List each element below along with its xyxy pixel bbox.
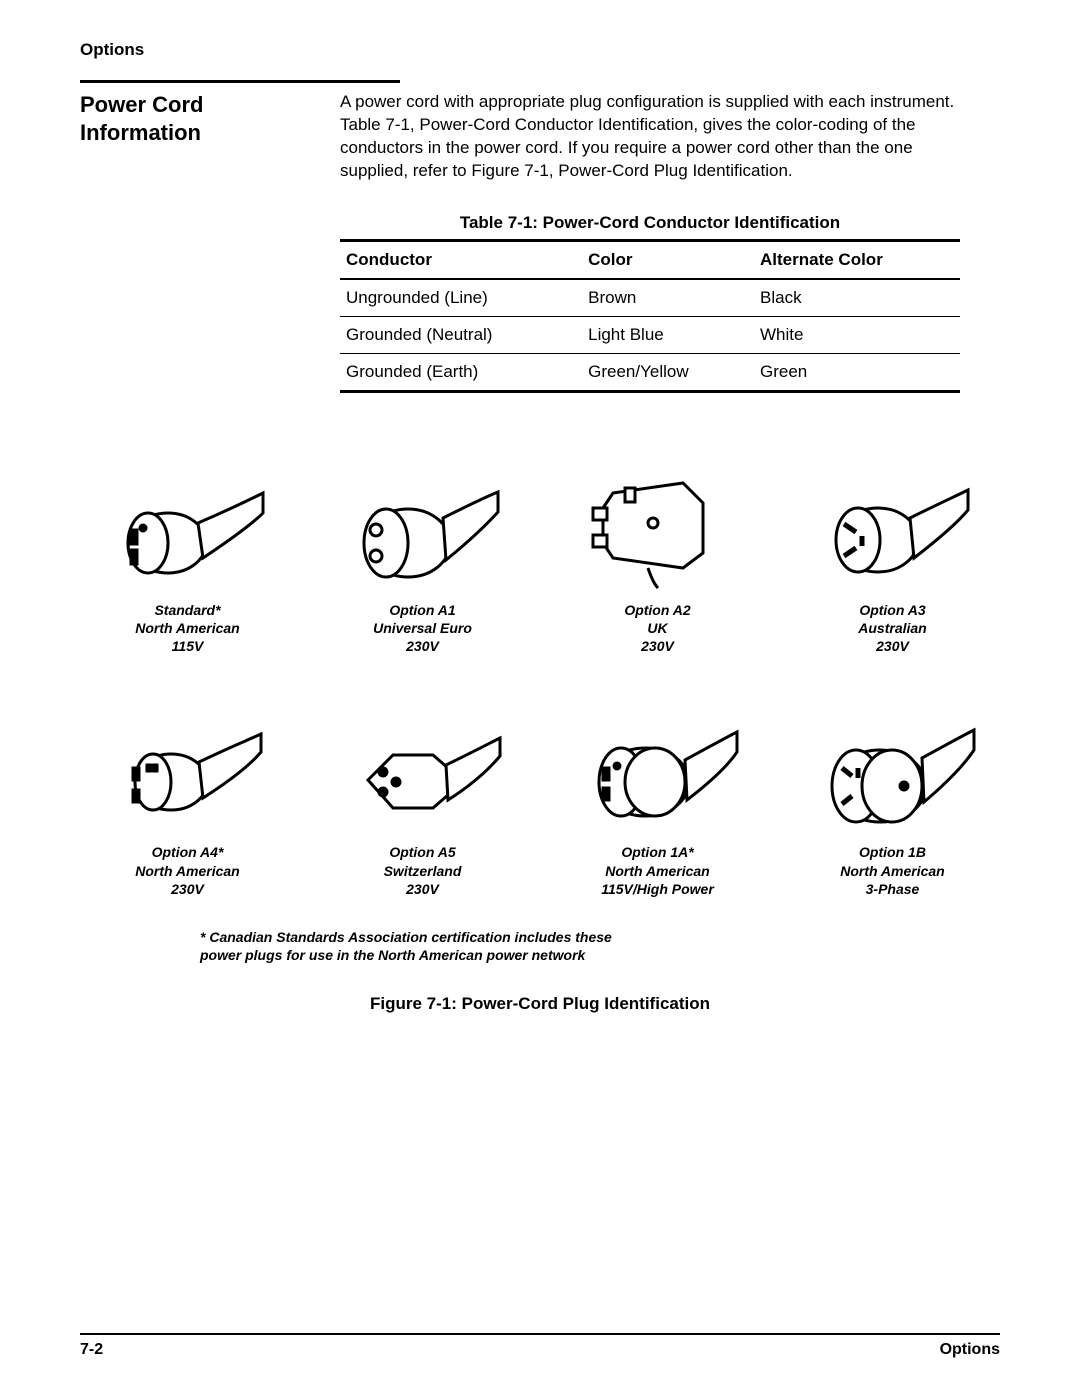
plug-label-line: Option A5 <box>315 843 530 861</box>
plug-uk-icon <box>550 463 765 593</box>
plug-label-line: North American <box>550 862 765 880</box>
plug-label-line: Australian <box>785 619 1000 637</box>
plug-label-line: Option A3 <box>785 601 1000 619</box>
table-cell: Green/Yellow <box>582 353 754 391</box>
plug-australian-icon <box>785 463 1000 593</box>
table-cell: Grounded (Earth) <box>340 353 582 391</box>
section-rule <box>80 80 400 83</box>
plug-label-line: North American <box>80 862 295 880</box>
plug-na-highpower-icon <box>550 705 765 835</box>
table-caption: Table 7-1: Power-Cord Conductor Identifi… <box>340 213 960 233</box>
table-cell: Brown <box>582 279 754 317</box>
plug-label-line: Option 1B <box>785 843 1000 861</box>
plug-label-line: Universal Euro <box>315 619 530 637</box>
plug-swiss-icon <box>315 705 530 835</box>
plug-standard-icon <box>80 463 295 593</box>
table-cell: Green <box>754 353 960 391</box>
plug-label-line: UK <box>550 619 765 637</box>
table-cell: Light Blue <box>582 316 754 353</box>
plug-label-line: 115V <box>80 637 295 655</box>
plug-label-line: Option A4* <box>80 843 295 861</box>
table-header: Conductor <box>340 240 582 279</box>
plug-label-line: 230V <box>315 637 530 655</box>
page-footer: 7-2 Options <box>80 1333 1000 1359</box>
plug-item: Standard* North American 115V <box>80 463 295 656</box>
plug-label-line: Option A1 <box>315 601 530 619</box>
plug-label-line: Standard* <box>80 601 295 619</box>
plug-label-line: North American <box>80 619 295 637</box>
table-row: Grounded (Earth) Green/Yellow Green <box>340 353 960 391</box>
table-row: Grounded (Neutral) Light Blue White <box>340 316 960 353</box>
plug-euro-icon <box>315 463 530 593</box>
plug-item: Option A1 Universal Euro 230V <box>315 463 530 656</box>
plug-label-line: 230V <box>80 880 295 898</box>
plug-label-line: Option 1A* <box>550 843 765 861</box>
figure-caption: Figure 7-1: Power-Cord Plug Identificati… <box>80 994 1000 1014</box>
plug-na230-icon <box>80 705 295 835</box>
section-body: A power cord with appropriate plug confi… <box>340 91 960 183</box>
plug-label-line: 3-Phase <box>785 880 1000 898</box>
plug-item: Option A5 Switzerland 230V <box>315 705 530 898</box>
plug-label-line: 115V/High Power <box>550 880 765 898</box>
plug-label-line: North American <box>785 862 1000 880</box>
section-title: Power Cord Information <box>80 91 300 183</box>
table-cell: Grounded (Neutral) <box>340 316 582 353</box>
footer-section: Options <box>940 1341 1000 1359</box>
plug-item: Option 1B North American 3-Phase <box>785 705 1000 898</box>
page-header: Options <box>80 40 1000 60</box>
plug-3phase-icon <box>785 705 1000 835</box>
plug-label-line: 230V <box>785 637 1000 655</box>
footer-page-number: 7-2 <box>80 1341 103 1359</box>
table-header: Color <box>582 240 754 279</box>
plug-item: Option A4* North American 230V <box>80 705 295 898</box>
plug-grid: Standard* North American 115V Option A1 … <box>80 463 1000 898</box>
table-row: Ungrounded (Line) Brown Black <box>340 279 960 317</box>
plug-label-line: Option A2 <box>550 601 765 619</box>
table-cell: White <box>754 316 960 353</box>
plug-item: Option 1A* North American 115V/High Powe… <box>550 705 765 898</box>
plug-label-line: 230V <box>550 637 765 655</box>
footnote: * Canadian Standards Association certifi… <box>200 928 620 964</box>
plug-item: Option A3 Australian 230V <box>785 463 1000 656</box>
conductor-table: Conductor Color Alternate Color Unground… <box>340 239 960 393</box>
table-cell: Ungrounded (Line) <box>340 279 582 317</box>
plug-item: Option A2 UK 230V <box>550 463 765 656</box>
table-cell: Black <box>754 279 960 317</box>
plug-label-line: 230V <box>315 880 530 898</box>
plug-label-line: Switzerland <box>315 862 530 880</box>
table-header: Alternate Color <box>754 240 960 279</box>
